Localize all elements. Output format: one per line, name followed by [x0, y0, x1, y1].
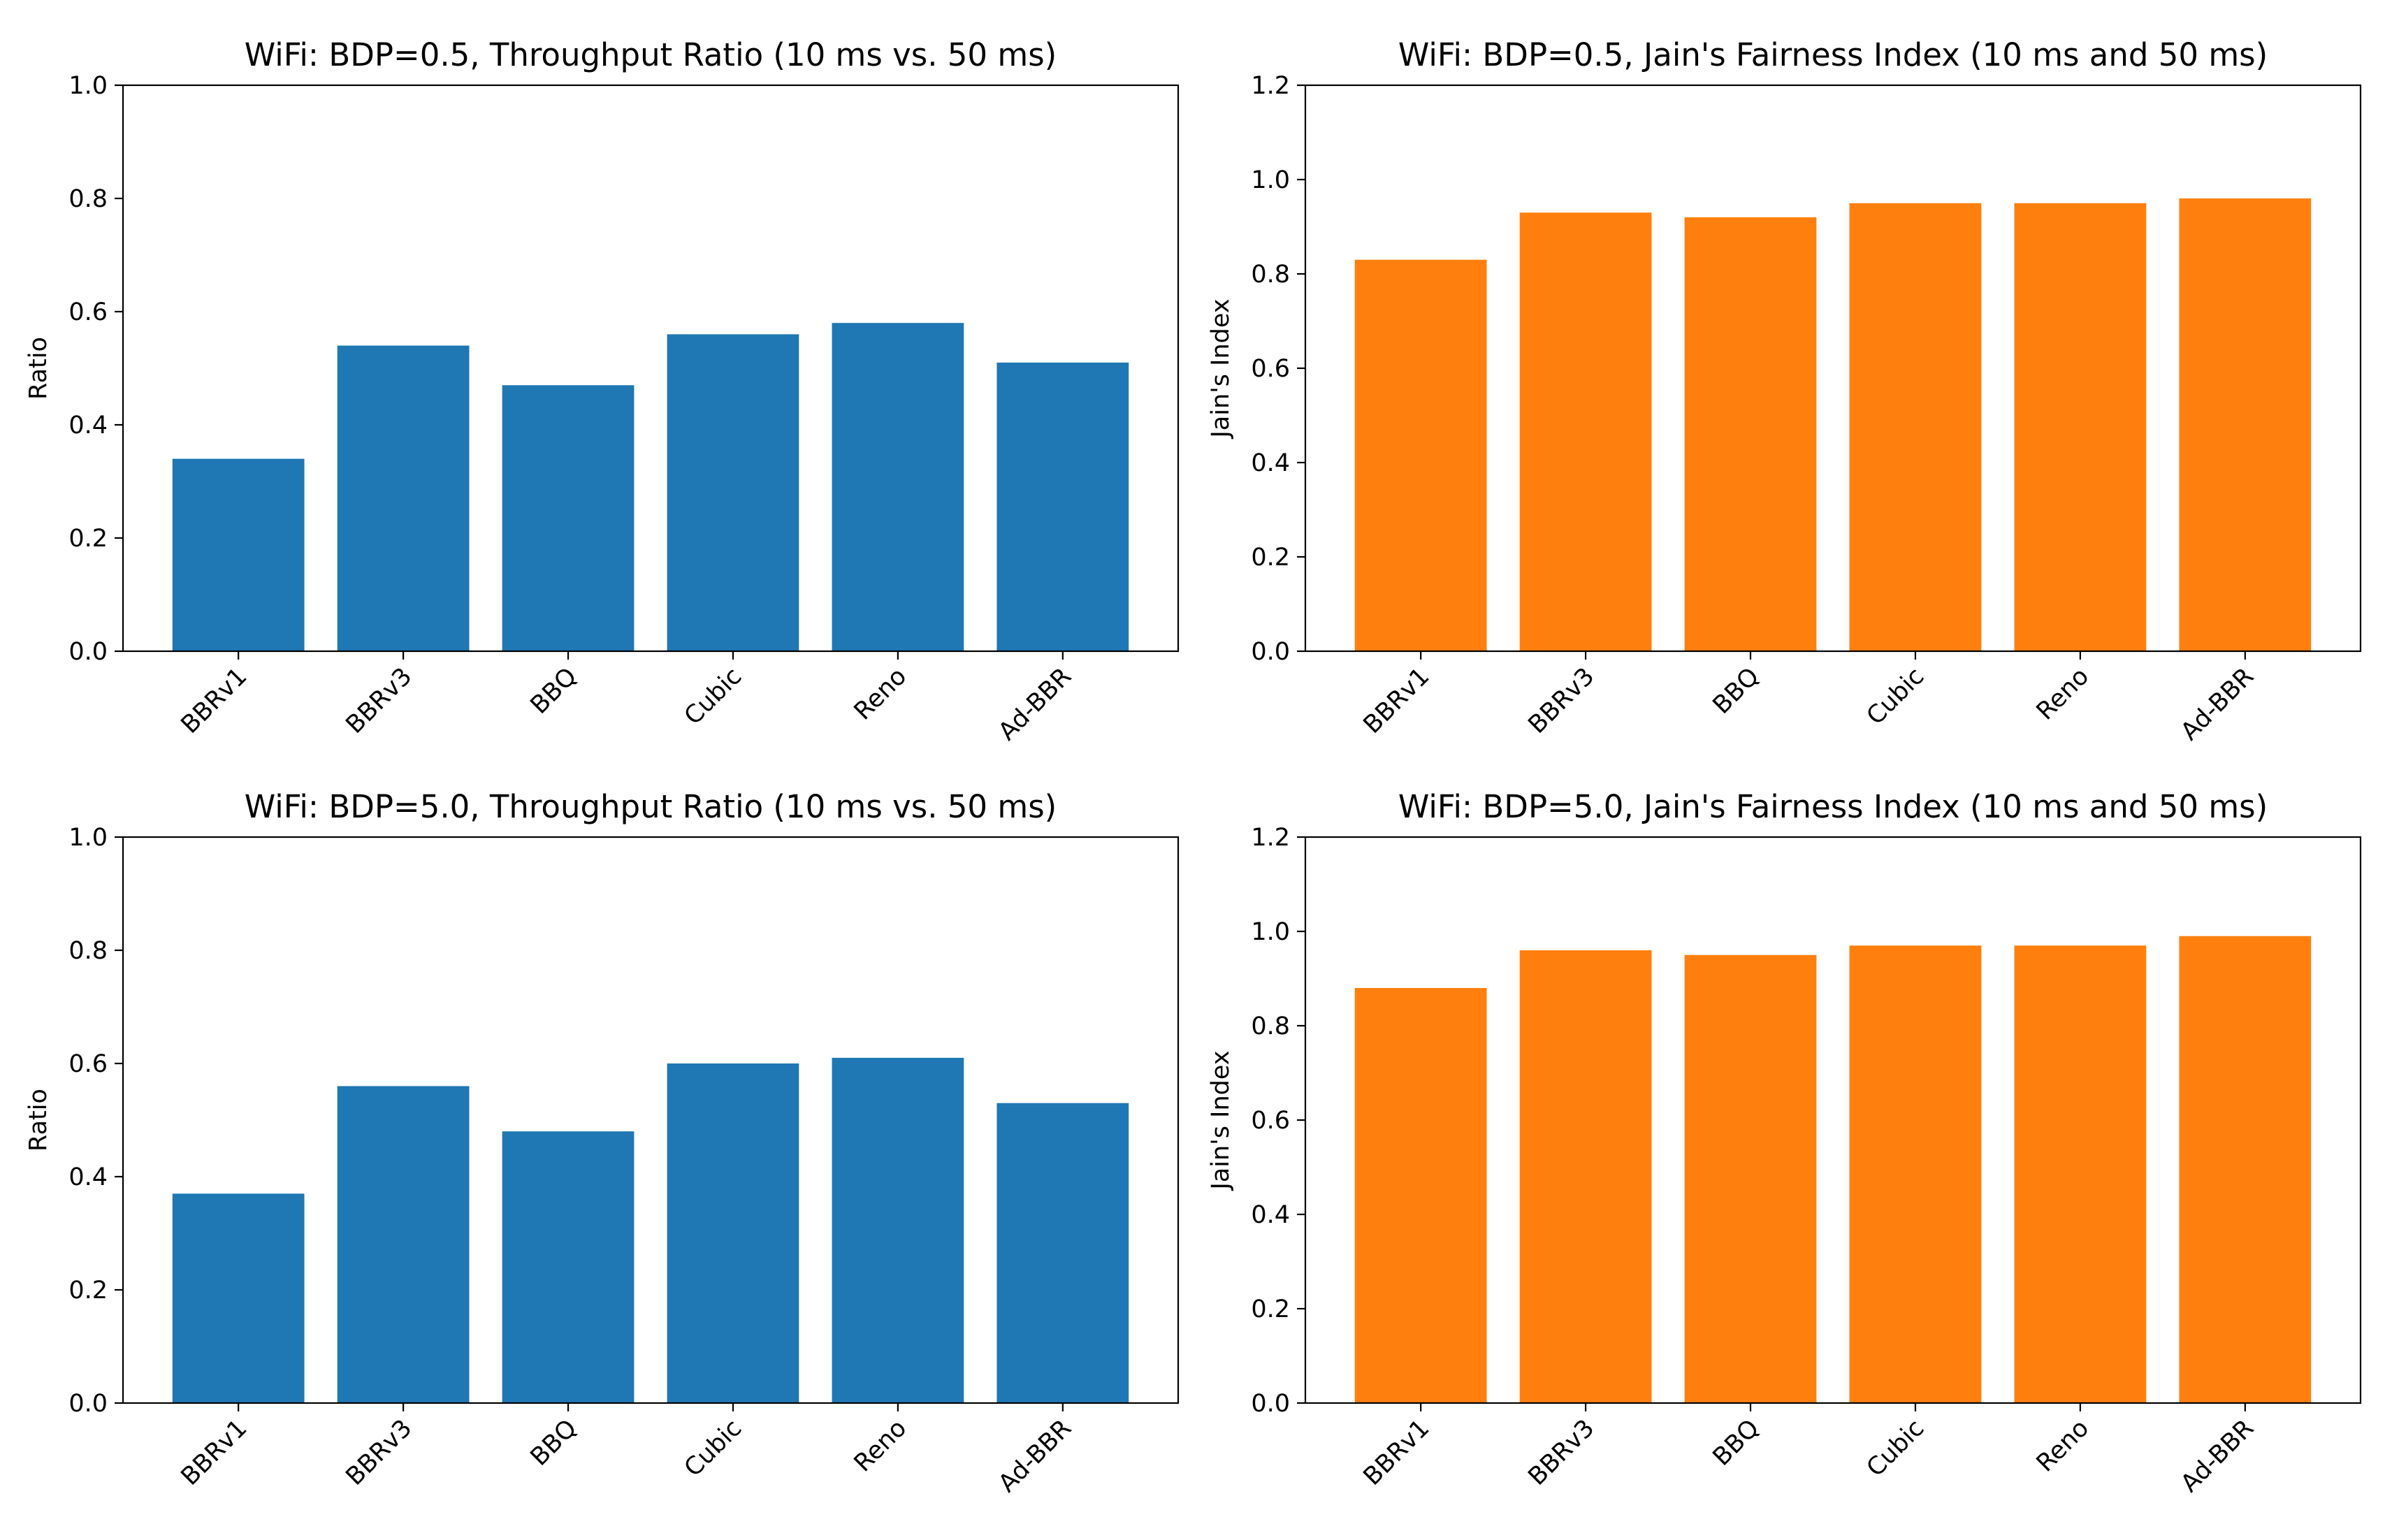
y-tick-label: 0.4	[1251, 449, 1290, 477]
bar-cubic	[667, 334, 799, 651]
bar-cubic	[1849, 945, 1982, 1403]
x-tick-label-reno: Reno	[849, 1414, 912, 1477]
x-tick-label-cubic: Cubic	[1862, 1414, 1929, 1482]
y-tick-label: 0.4	[1251, 1201, 1290, 1229]
y-tick-label: 0.2	[68, 525, 108, 553]
bar-ad-bbr	[2179, 198, 2312, 651]
x-tick-label-ad-bbr: Ad-BBR	[994, 1414, 1078, 1498]
chart-title: WiFi: BDP=5.0, Throughput Ratio (10 ms v…	[245, 788, 1057, 825]
bar-reno	[832, 323, 964, 651]
y-axis-label: Ratio	[24, 1089, 52, 1152]
x-tick-label-reno: Reno	[2031, 1414, 2094, 1477]
bar-bbrv1	[172, 458, 305, 651]
bar-reno	[832, 1057, 964, 1403]
chart-throughput-ratio-bdp-0-5: 0.0 0.2 0.4 0.6 0.8 1.0 BBRv1 BBRv3 BBQ Cubic Reno…	[24, 36, 1180, 746]
y-tick-label: 0.0	[1251, 1390, 1290, 1418]
y-tick-label: 0.4	[68, 1163, 108, 1191]
chart-title: WiFi: BDP=5.0, Jain's Fairness Index (10…	[1398, 788, 2268, 825]
chart-jain-index-bdp-0-5: 0.0 0.2 0.4 0.6 0.8 1.0 1.2 BBRv1 BBRv3 BBQ Cubic R…	[1207, 36, 2362, 746]
bar-ad-bbr	[996, 362, 1129, 651]
y-tick-label: 0.0	[68, 638, 108, 666]
y-tick-label: 0.2	[1251, 544, 1290, 572]
y-axis-label: Jain's Index	[1207, 1050, 1235, 1191]
x-tick-label-ad-bbr: Ad-BBR	[2176, 1414, 2260, 1498]
x-tick-label-bbrv1: BBRv1	[1358, 1414, 1435, 1491]
x-tick-label-bbrv1: BBRv1	[176, 662, 253, 739]
x-tick-label-bbq: BBQ	[1708, 662, 1765, 720]
x-tick-label-ad-bbr: Ad-BBR	[2176, 662, 2260, 746]
y-tick-label: 0.8	[68, 185, 108, 213]
bar-bbrv1	[172, 1193, 305, 1403]
x-tick-label-bbrv3: BBRv3	[1523, 662, 1600, 739]
chart-jain-index-bdp-5-0: 0.0 0.2 0.4 0.6 0.8 1.0 1.2 BBRv1 BBRv3 BBQ Cubic R…	[1207, 788, 2362, 1498]
bar-bbq	[1684, 954, 1817, 1403]
chart-title: WiFi: BDP=0.5, Throughput Ratio (10 ms v…	[245, 36, 1057, 73]
axes-frame	[122, 836, 1180, 1404]
y-axis-label: Ratio	[24, 337, 52, 400]
x-tick-label-bbrv3: BBRv3	[1523, 1414, 1600, 1491]
x-tick-label-cubic: Cubic	[1862, 662, 1929, 730]
bar-reno	[2014, 945, 2147, 1403]
y-tick-label: 0.0	[1251, 638, 1290, 666]
y-tick-label: 0.6	[1251, 1107, 1290, 1135]
chart-title: WiFi: BDP=0.5, Jain's Fairness Index (10…	[1398, 36, 2268, 73]
bar-bbrv1	[1354, 988, 1487, 1403]
y-tick-label: 0.6	[68, 298, 108, 326]
x-tick-label-bbrv1: BBRv1	[1358, 662, 1435, 739]
bar-ad-bbr	[2179, 936, 2312, 1403]
x-tick-label-reno: Reno	[2031, 662, 2094, 725]
bar-cubic	[667, 1063, 799, 1403]
y-tick-label: 1.2	[1251, 72, 1290, 100]
y-tick-label: 1.0	[68, 72, 108, 100]
y-tick-label: 0.8	[68, 937, 108, 965]
bar-bbrv3	[1519, 212, 1652, 651]
y-tick-label: 0.0	[68, 1390, 108, 1418]
bar-reno	[2014, 203, 2147, 651]
x-tick-label-bbq: BBQ	[525, 1414, 583, 1472]
x-tick-label-bbq: BBQ	[1708, 1414, 1765, 1472]
bar-bbq	[502, 385, 635, 651]
y-tick-label: 0.4	[68, 412, 108, 440]
x-tick-label-bbrv3: BBRv3	[341, 662, 418, 739]
bar-bbrv3	[337, 345, 470, 651]
x-tick-label-cubic: Cubic	[679, 1414, 747, 1482]
x-tick-label-ad-bbr: Ad-BBR	[994, 662, 1078, 746]
bar-bbrv3	[337, 1086, 470, 1403]
y-tick-label: 0.2	[1251, 1295, 1290, 1323]
y-tick-label: 1.2	[1251, 824, 1290, 852]
x-tick-label-bbrv1: BBRv1	[176, 1414, 253, 1491]
bar-bbrv3	[1519, 950, 1652, 1403]
bar-bbq	[1684, 217, 1817, 651]
y-tick-label: 0.8	[1251, 1012, 1290, 1040]
y-axis-label: Jain's Index	[1207, 298, 1235, 439]
y-tick-label: 0.6	[1251, 355, 1290, 383]
x-tick-label-reno: Reno	[849, 662, 912, 725]
x-tick-label-bbq: BBQ	[525, 662, 583, 720]
x-tick-label-bbrv3: BBRv3	[341, 1414, 418, 1491]
y-tick-label: 1.0	[1251, 166, 1290, 194]
axes-frame	[122, 84, 1180, 653]
bar-cubic	[1849, 203, 1982, 651]
x-tick-label-cubic: Cubic	[679, 662, 747, 730]
y-tick-label: 0.2	[68, 1277, 108, 1305]
y-tick-label: 0.8	[1251, 261, 1290, 289]
y-tick-label: 1.0	[68, 824, 108, 852]
y-tick-label: 0.6	[68, 1050, 108, 1078]
bar-bbrv1	[1354, 259, 1487, 651]
bar-bbq	[502, 1131, 635, 1403]
y-tick-label: 1.0	[1251, 918, 1290, 946]
bar-ad-bbr	[996, 1103, 1129, 1403]
chart-throughput-ratio-bdp-5-0: 0.0 0.2 0.4 0.6 0.8 1.0 BBRv1 BBRv3 BBQ Cubic Reno…	[24, 788, 1180, 1498]
